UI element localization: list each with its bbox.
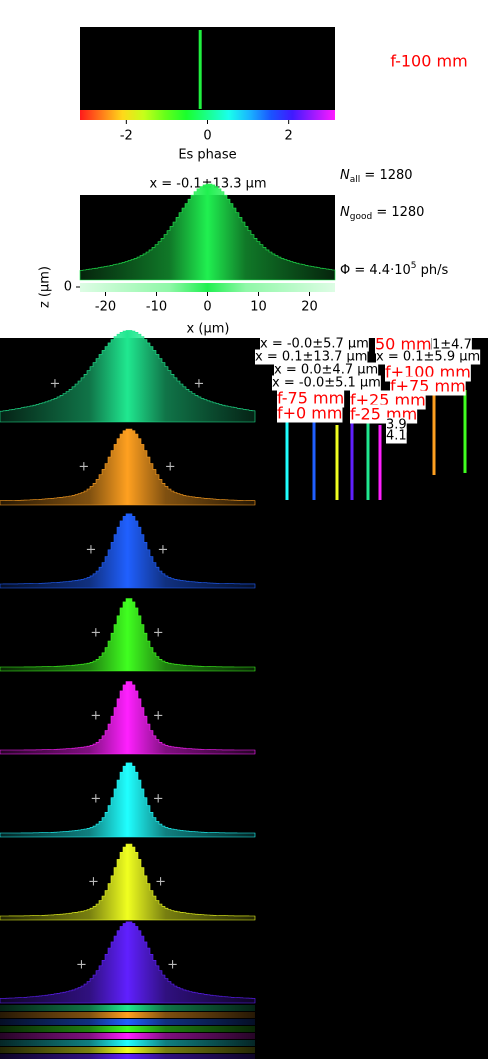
text-part: Φ [340,263,350,278]
profile-strip [80,283,335,292]
marker: + [167,958,178,973]
beam-stripe [0,1005,255,1011]
text-part: 1280 [379,168,412,183]
label-bg [260,336,369,352]
marker: + [153,709,164,724]
x-axis-label: x (μm) [187,322,230,337]
x-tick-label: -10 [146,300,167,315]
beam-profile [0,330,256,423]
beam-stripe [0,1047,255,1053]
y-tick-label: 0 [64,280,72,295]
label-bg [277,403,343,423]
y-axis-label: z (μm) [38,266,53,308]
marker: + [153,792,164,807]
text-part: good [350,212,372,222]
x-tick-label: -20 [95,300,116,315]
x-axis-label: Es phase [178,148,236,163]
overlay-label: x = 0.1±13.7 μm [255,350,367,365]
overlay-label: x = 0.1±5.9 μm [376,350,480,365]
x-tick-label: 20 [301,300,318,315]
beam-profile [0,762,256,838]
label-bg [432,337,472,353]
text-part: ph/s [421,263,449,278]
x-tick-label: 2 [285,129,293,144]
marker: + [90,626,101,641]
panel-label: f-100 mm [390,52,467,71]
text-part: N [340,168,350,183]
times: ·10 [390,263,411,278]
overlay-label: 50 mm [375,335,432,354]
label-bg [386,428,407,444]
overlay-label: f+0 mm [277,404,342,423]
text-part: N [340,205,350,220]
stat-flux: Φ = 4.4·105 ph/s [340,261,449,278]
overlay-label: f-25 mm [350,405,417,424]
marker: + [158,543,169,558]
beam-stripe [0,1033,255,1039]
marker: + [194,377,205,392]
beam-profile [0,428,256,506]
label-bg [375,334,432,354]
marker: + [78,460,89,475]
stat-n_all: Nall = 1280 [340,168,413,185]
beam-profile [0,681,256,755]
x-tick-label: 0 [203,300,211,315]
overlay-label: x = -0.0±5.7 μm [260,337,369,352]
overlay-label: 1±4.7 [432,338,472,353]
text-part: 5 [411,261,417,271]
text-part: 1280 [391,205,424,220]
equals: = [350,263,369,278]
marker: + [88,875,99,890]
x-tick-label: 0 [203,129,211,144]
beam-stripe [0,1019,255,1025]
beam-stripe [0,1012,255,1018]
text-part: 4.4 [369,263,390,278]
marker: + [50,377,61,392]
beam-profile [0,843,256,921]
phase-panel [80,27,335,110]
marker: + [90,709,101,724]
overlay-label: x = 0.0±4.7 μm [274,363,378,378]
text-part: all [350,175,361,185]
marker: + [153,626,164,641]
label-bg [277,388,345,408]
beam-profile [0,921,256,1004]
label-bg [376,349,481,365]
marker: + [76,958,87,973]
marker: + [90,792,101,807]
label-bg [274,362,379,378]
beam-stripe [0,1040,255,1046]
marker: + [86,543,97,558]
beam-profile [0,513,256,589]
label-bg [255,349,368,365]
x-tick-label: -2 [120,129,133,144]
overlay-label: 4.1 [386,429,407,444]
label-bg [272,375,381,391]
beam-profile [0,598,256,672]
overlay-label: x = -0.0±5.1 μm [272,376,381,391]
x-tick-label: 10 [250,300,267,315]
colorbar [80,110,335,120]
beam-stripe [0,1026,255,1032]
beam-stripe [0,1054,255,1059]
dark-area [0,338,488,1059]
profile [79,183,336,281]
equals: = [372,205,391,220]
equals: = [360,168,379,183]
marker: + [165,460,176,475]
marker: + [155,875,166,890]
stat-n_good: Ngood = 1280 [340,205,424,222]
phase-line [198,30,202,109]
overlay-label: f-75 mm [277,389,344,408]
